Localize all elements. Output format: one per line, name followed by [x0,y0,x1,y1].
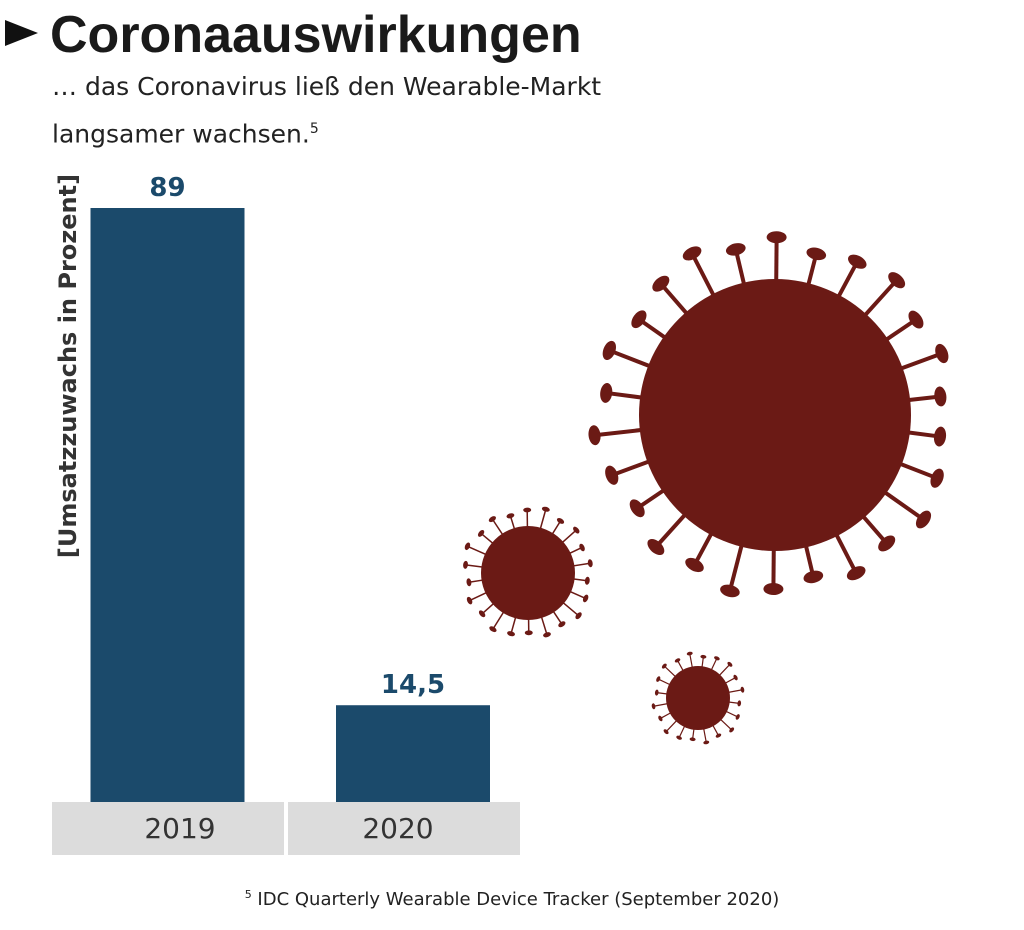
title-marker [5,20,38,46]
virus-body [639,279,911,551]
virus-spike-head [888,272,906,289]
x-tick-label: 2019 [144,812,215,845]
virus-spike-head [915,510,932,529]
virus-spike-head [584,576,590,585]
virus-spike-head [524,630,533,636]
x-tick-label: 2020 [362,812,433,845]
virus-spike-head [466,578,472,587]
value-label: 14,5 [381,670,445,700]
virus-body [481,526,575,620]
virus-spike-head [682,246,702,261]
virus-spike-head [908,310,924,329]
virus-spike-head [740,686,745,693]
virus-spike-head [489,626,497,633]
virus-spike-head [729,727,735,733]
value-label: 89 [149,173,185,203]
virus-spike-head [703,740,710,745]
virus-spike-head [575,612,582,620]
virus-spike-head [579,543,585,552]
virus-spike-head [935,343,949,364]
virus-spike-head [602,340,617,360]
virus-spike-head [464,542,471,551]
virus-spike-head [507,631,515,637]
virus-spike-head [582,594,589,603]
virus-spike-head [933,426,947,447]
y-axis-label: [Umsatzzuwachs in Prozent] [54,174,82,558]
virus-spike-head [930,468,944,488]
virus-spike-head [605,465,619,485]
virus-spike-head [587,559,593,568]
virus-spike-head [803,570,824,584]
virus-spike-head [766,231,787,244]
virus-spike-head [848,254,867,269]
virus-body [666,666,730,730]
virus-spike-head [488,516,496,523]
virus-spike-head [661,663,667,669]
virus-spike-head [686,651,693,656]
virus-spike-head [934,386,947,407]
virus-spike-head [700,654,707,659]
virus-spike-head [466,596,473,605]
virus-spike-head [685,557,704,573]
category-cell [288,802,520,855]
virus-spike-head [689,737,696,742]
virus-spike-head [735,714,740,720]
virus-spike-head [715,733,722,738]
virus-spike-head [658,715,663,722]
virus-spike-head [763,582,784,595]
subtitle-block: … das Coronavirus ließ den Wearable-Mark… [52,66,652,155]
virus-spike-head [714,656,720,661]
subtitle: … das Coronavirus ließ den Wearable-Mark… [52,72,602,149]
bar [336,705,490,802]
virus-spike-head [846,566,866,581]
virus-illustration [463,231,949,745]
virus-spike-head [720,584,740,598]
virus-spike-head [558,621,566,628]
virus-spike-head [737,700,742,707]
footnote-block: 5 IDC Quarterly Wearable Device Tracker … [0,888,1024,910]
category-cell [52,802,284,855]
virus-spike-head [477,529,485,537]
virus-spike-head [631,310,647,329]
footnote-ref: 5 [309,121,319,137]
virus-spike-head [506,513,515,519]
virus-spike-head [573,526,580,534]
virus-spike-head [727,661,733,667]
virus-spike-head [629,499,645,518]
virus-spike-head [656,676,661,682]
virus-spike-head [556,517,565,524]
virus-spike-head [463,560,468,569]
virus-spike-head [878,535,896,552]
virus-spike-head [676,735,682,740]
bar [90,208,245,802]
virus-spike-head [543,632,551,638]
footnote-ref: 5 [244,888,252,901]
virus-spike-head [663,729,669,735]
footnote: IDC Quarterly Wearable Device Tracker (S… [257,889,780,910]
virus-spike-head [652,275,670,292]
virus-spike-head [806,247,827,261]
virus-spike-head [654,689,659,696]
virus-spike-head [600,382,613,403]
virus-spike-head [674,658,681,663]
chart-title: Coronaauswirkungen [50,6,582,64]
virus-spike-head [588,425,601,446]
virus-spike-head [541,506,550,512]
virus-spike-head [725,243,746,256]
virus-spike-head [478,610,486,618]
virus-spike-head [651,703,656,710]
virus-spike-head [523,507,532,513]
virus-spike-head [733,674,738,681]
virus-spike-head [647,538,665,556]
